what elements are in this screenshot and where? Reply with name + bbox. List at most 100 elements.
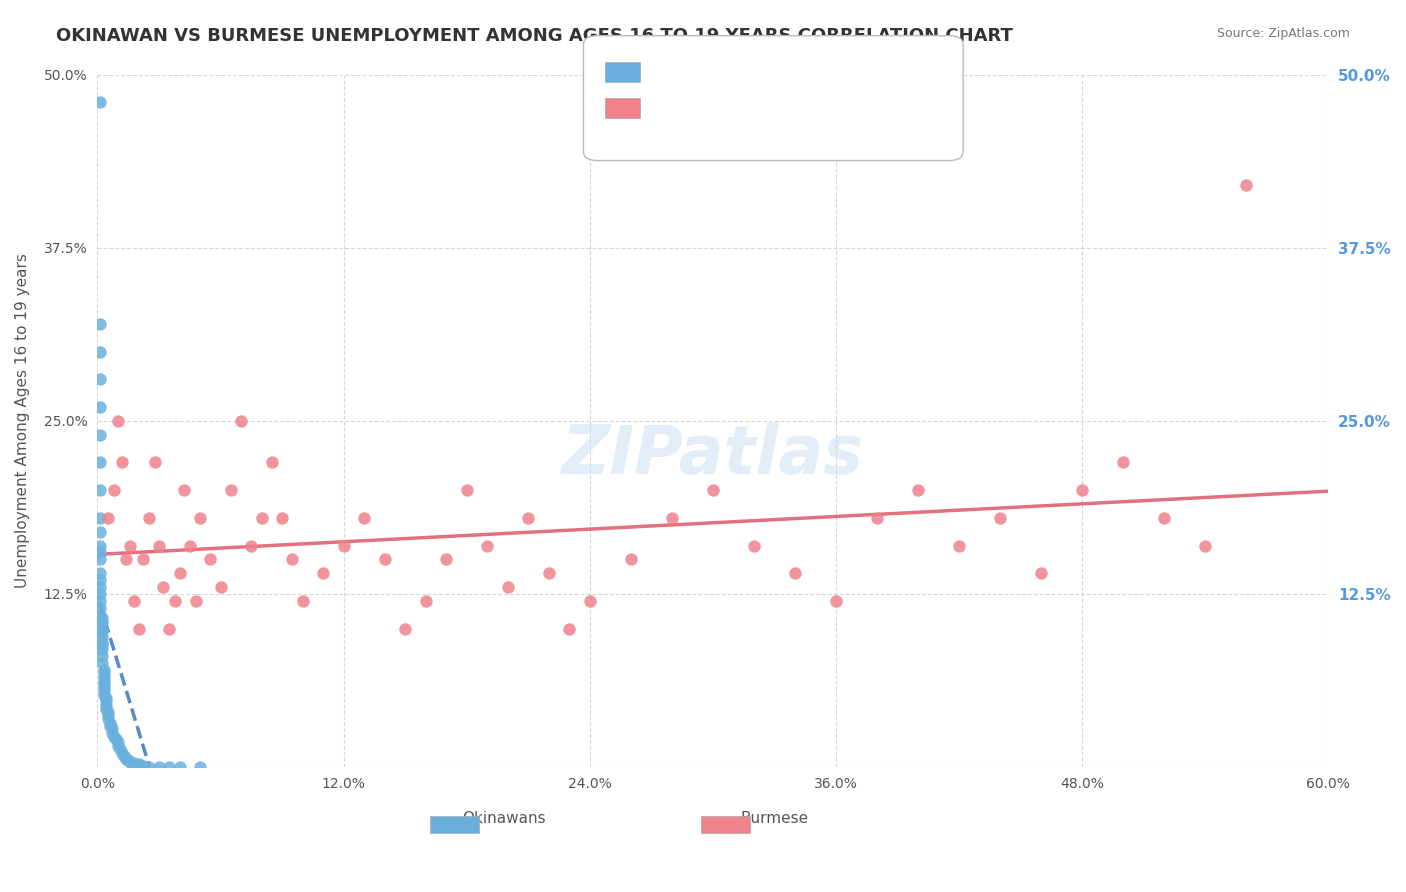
Point [108, 742, 131, 756]
Point [219, 483, 242, 497]
Point [374, 552, 396, 566]
Point [148, 760, 170, 774]
Point [825, 594, 848, 608]
Point [124, 594, 146, 608]
Text: Source: ZipAtlas.com: Source: ZipAtlas.com [1216, 27, 1350, 40]
Bar [430, 815, 479, 833]
Point [537, 566, 560, 581]
Point [90, 657, 112, 671]
Point [90, 615, 112, 629]
Point [94, 690, 117, 705]
Point [353, 510, 375, 524]
Point [94, 702, 117, 716]
Point [89, 400, 111, 414]
Point [97, 707, 120, 722]
Point [94, 698, 117, 712]
Point [260, 455, 283, 469]
Point [165, 594, 187, 608]
Point [89, 580, 111, 594]
Point [90, 624, 112, 639]
Point [143, 455, 166, 469]
Point [394, 622, 416, 636]
Point [97, 705, 120, 719]
Point [112, 749, 135, 764]
Point [90, 635, 112, 649]
Point [434, 552, 457, 566]
Point [117, 753, 139, 767]
Point [1071, 483, 1094, 497]
Point [179, 539, 201, 553]
Point [456, 483, 478, 497]
Point [90, 610, 112, 624]
Point [1112, 455, 1135, 469]
Y-axis label: Unemployment Among Ages 16 to 19 years: Unemployment Among Ages 16 to 19 years [15, 253, 30, 588]
Point [89, 524, 111, 539]
Point [93, 674, 115, 689]
Point [104, 732, 127, 747]
Point [188, 510, 211, 524]
Point [579, 594, 602, 608]
Point [131, 552, 153, 566]
Point [173, 483, 195, 497]
Point [124, 756, 146, 770]
Point [128, 622, 150, 636]
Point [128, 757, 150, 772]
Point [200, 552, 222, 566]
Point [312, 566, 335, 581]
Point [332, 539, 354, 553]
Point [157, 760, 180, 774]
Point [93, 680, 115, 694]
Point [742, 539, 765, 553]
Point [89, 539, 111, 553]
Point [661, 510, 683, 524]
Text: Burmese: Burmese [741, 811, 808, 826]
Point [188, 760, 211, 774]
Point [138, 510, 160, 524]
Point [89, 344, 111, 359]
Point [93, 684, 115, 698]
Point [240, 539, 263, 553]
Text: ZIPatlas: ZIPatlas [562, 423, 863, 489]
Point [89, 587, 111, 601]
Point [94, 693, 117, 707]
Point [89, 95, 111, 110]
Point [89, 566, 111, 581]
Point [131, 758, 153, 772]
Point [1031, 566, 1053, 581]
Point [702, 483, 724, 497]
Point [496, 580, 519, 594]
Point [107, 739, 129, 754]
Point [98, 715, 121, 730]
Point [89, 455, 111, 469]
Point [90, 622, 112, 636]
Point [93, 670, 115, 684]
Point [89, 552, 111, 566]
Point [115, 752, 138, 766]
Point [169, 566, 191, 581]
Point [1234, 178, 1257, 193]
Point [89, 545, 111, 559]
Point [907, 483, 929, 497]
Point [93, 665, 115, 680]
Point [90, 642, 112, 657]
Point [89, 372, 111, 386]
Point [1153, 510, 1175, 524]
Point [209, 580, 232, 594]
Point [517, 510, 540, 524]
Text: OKINAWAN VS BURMESE UNEMPLOYMENT AMONG AGES 16 TO 19 YEARS CORRELATION CHART: OKINAWAN VS BURMESE UNEMPLOYMENT AMONG A… [56, 27, 1014, 45]
Point [89, 600, 111, 615]
Point [120, 539, 142, 553]
Point [89, 317, 111, 331]
Point [138, 760, 160, 774]
Point [152, 580, 174, 594]
Point [291, 594, 314, 608]
Point [103, 483, 125, 497]
Point [157, 622, 180, 636]
Point [948, 539, 970, 553]
Point [98, 718, 121, 732]
Point [115, 552, 138, 566]
Point [148, 539, 170, 553]
Point [271, 510, 294, 524]
Point [103, 730, 125, 744]
Point [97, 510, 120, 524]
